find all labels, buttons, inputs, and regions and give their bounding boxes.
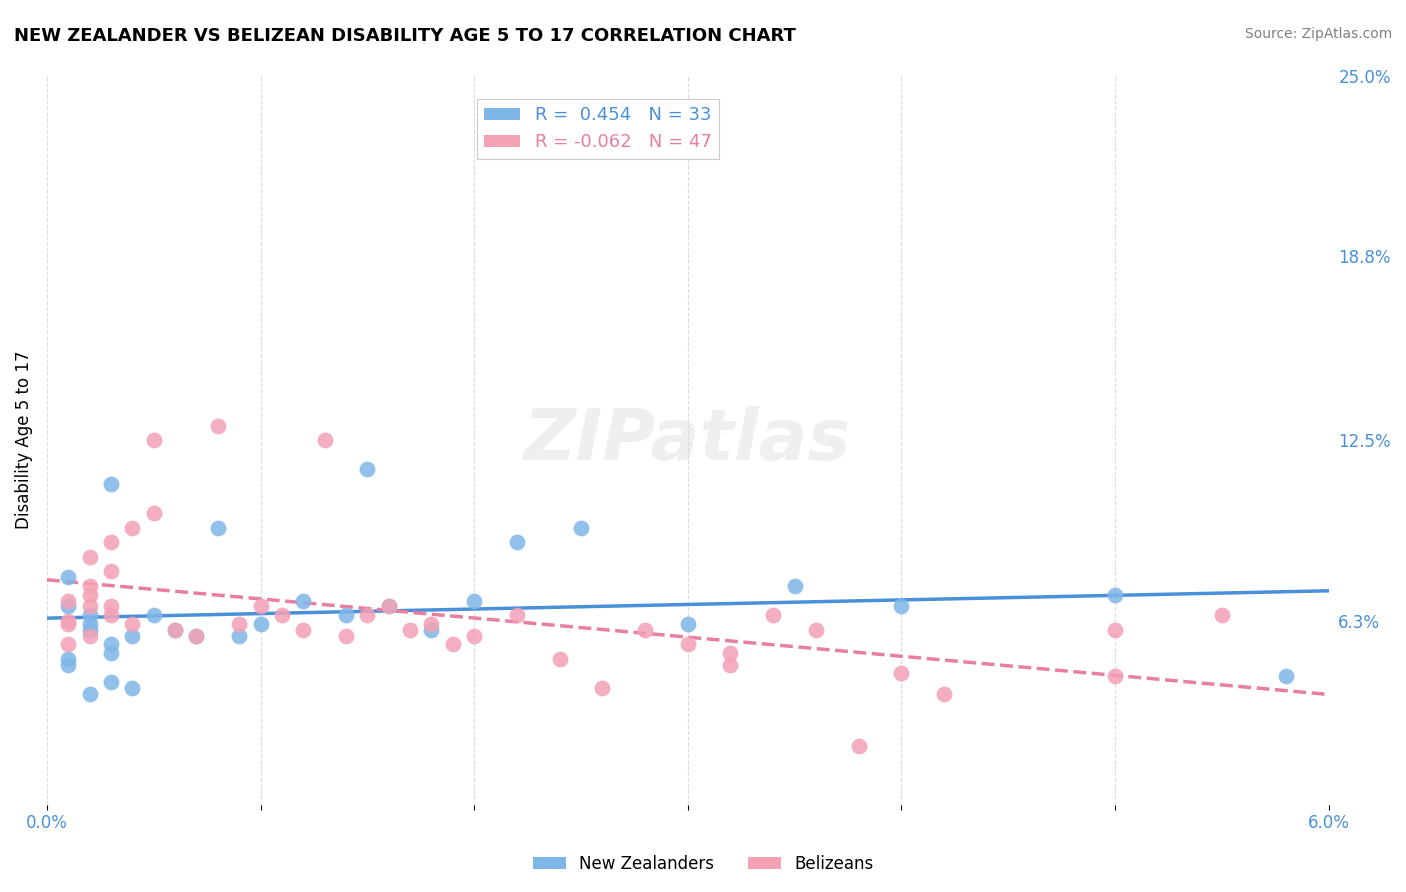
Point — [356, 462, 378, 476]
Point — [783, 579, 806, 593]
Point — [463, 628, 485, 642]
Point — [720, 657, 742, 672]
Point — [1104, 588, 1126, 602]
Point — [100, 637, 122, 651]
Legend: R =  0.454   N = 33, R = -0.062   N = 47: R = 0.454 N = 33, R = -0.062 N = 47 — [477, 99, 718, 159]
Point — [1104, 623, 1126, 637]
Point — [249, 599, 271, 614]
Point — [165, 623, 187, 637]
Point — [420, 623, 443, 637]
Point — [932, 687, 955, 701]
Point — [804, 623, 827, 637]
Point — [58, 657, 80, 672]
Y-axis label: Disability Age 5 to 17: Disability Age 5 to 17 — [15, 351, 32, 529]
Point — [506, 608, 529, 623]
Point — [186, 628, 208, 642]
Point — [314, 433, 336, 447]
Point — [292, 623, 315, 637]
Point — [79, 599, 101, 614]
Point — [591, 681, 613, 695]
Point — [58, 614, 80, 628]
Point — [207, 418, 229, 433]
Point — [186, 628, 208, 642]
Point — [720, 646, 742, 660]
Point — [228, 628, 250, 642]
Point — [848, 739, 870, 754]
Point — [1275, 669, 1298, 683]
Point — [1104, 669, 1126, 683]
Point — [121, 616, 143, 631]
Point — [249, 616, 271, 631]
Point — [58, 652, 80, 666]
Point — [676, 637, 699, 651]
Point — [121, 520, 143, 534]
Point — [634, 623, 657, 637]
Point — [58, 570, 80, 584]
Point — [142, 506, 165, 520]
Point — [58, 593, 80, 607]
Point — [399, 623, 422, 637]
Point — [121, 681, 143, 695]
Point — [1211, 608, 1233, 623]
Text: NEW ZEALANDER VS BELIZEAN DISABILITY AGE 5 TO 17 CORRELATION CHART: NEW ZEALANDER VS BELIZEAN DISABILITY AGE… — [14, 27, 796, 45]
Point — [441, 637, 464, 651]
Point — [890, 599, 912, 614]
Point — [79, 623, 101, 637]
Point — [676, 616, 699, 631]
Point — [356, 608, 378, 623]
Point — [142, 608, 165, 623]
Point — [79, 687, 101, 701]
Point — [79, 608, 101, 623]
Point — [270, 608, 292, 623]
Point — [58, 637, 80, 651]
Text: ZIPatlas: ZIPatlas — [524, 406, 852, 475]
Point — [79, 628, 101, 642]
Point — [58, 599, 80, 614]
Point — [100, 675, 122, 690]
Point — [100, 476, 122, 491]
Point — [79, 616, 101, 631]
Point — [79, 549, 101, 564]
Point — [377, 599, 399, 614]
Point — [335, 608, 357, 623]
Point — [142, 433, 165, 447]
Point — [377, 599, 399, 614]
Point — [548, 652, 571, 666]
Point — [506, 535, 529, 549]
Point — [121, 628, 143, 642]
Point — [100, 565, 122, 579]
Point — [165, 623, 187, 637]
Text: Source: ZipAtlas.com: Source: ZipAtlas.com — [1244, 27, 1392, 41]
Legend: New Zealanders, Belizeans: New Zealanders, Belizeans — [526, 848, 880, 880]
Point — [463, 593, 485, 607]
Point — [100, 646, 122, 660]
Point — [335, 628, 357, 642]
Point — [79, 588, 101, 602]
Point — [228, 616, 250, 631]
Point — [420, 616, 443, 631]
Point — [292, 593, 315, 607]
Point — [890, 666, 912, 681]
Point — [100, 599, 122, 614]
Point — [569, 520, 592, 534]
Point — [79, 579, 101, 593]
Point — [207, 520, 229, 534]
Point — [762, 608, 785, 623]
Point — [100, 608, 122, 623]
Point — [58, 616, 80, 631]
Point — [100, 535, 122, 549]
